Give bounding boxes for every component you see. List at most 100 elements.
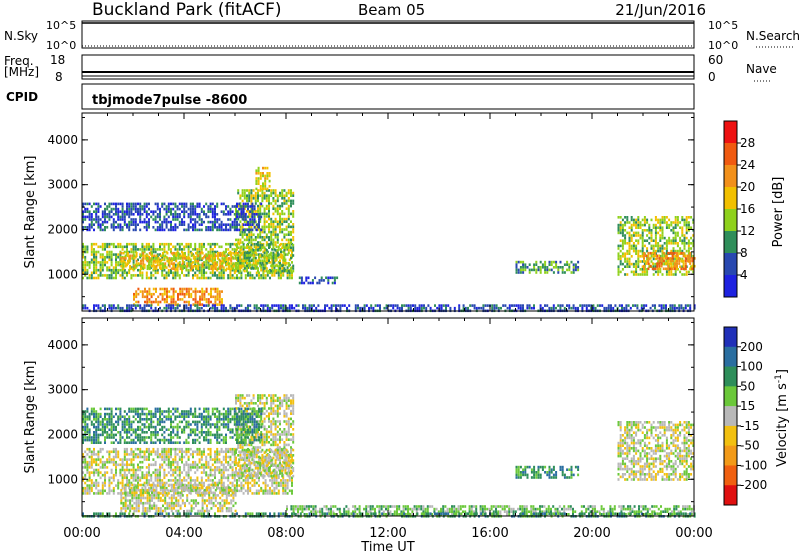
power-cell — [122, 264, 125, 268]
power-cell — [683, 221, 686, 224]
power-cell — [621, 229, 624, 232]
power-cell — [607, 306, 610, 310]
power-cell — [690, 247, 693, 250]
velocity-cell — [154, 468, 157, 472]
power-cell — [624, 216, 627, 219]
power-ytick-label: 1000 — [47, 267, 78, 281]
velocity-cell — [115, 447, 117, 451]
power-cell — [146, 298, 149, 301]
power-cell — [254, 251, 257, 255]
power-cell — [220, 268, 223, 272]
power-cell — [145, 271, 148, 275]
power-cell — [418, 306, 421, 310]
power-cell — [115, 220, 117, 224]
power-cell — [251, 250, 254, 254]
power-cell — [656, 267, 659, 271]
power-cell — [214, 300, 217, 304]
power-cell — [329, 276, 332, 280]
power-cell — [287, 238, 290, 242]
velocity-cell — [222, 450, 225, 454]
power-cell — [264, 187, 267, 191]
power-cell — [227, 248, 230, 251]
power-cell — [187, 306, 190, 310]
power-cell — [318, 281, 321, 285]
power-cell — [678, 257, 681, 260]
power-cell — [121, 215, 124, 219]
power-cell — [101, 223, 104, 226]
velocity-cell — [280, 484, 282, 487]
power-cell — [659, 270, 662, 274]
power-cell — [261, 230, 264, 234]
power-cell — [669, 267, 672, 271]
power-cell — [132, 304, 135, 307]
power-cell — [287, 230, 290, 234]
power-cell — [659, 229, 662, 232]
power-cell — [269, 306, 271, 310]
power-cell — [659, 247, 662, 250]
velocity-cell — [139, 466, 142, 469]
power-cell — [126, 210, 128, 213]
power-cell — [110, 271, 113, 275]
freq-strip: Freq. [MHz] 18 8 60 0 Nave — [4, 53, 777, 84]
power-cell — [255, 228, 258, 232]
power-cell — [167, 215, 170, 219]
velocity-cell — [262, 481, 265, 485]
power-cell — [315, 306, 318, 310]
power-cell — [493, 304, 496, 307]
power-cell — [243, 254, 246, 257]
power-cell — [198, 263, 201, 267]
power-cell — [236, 220, 238, 224]
power-cell — [259, 243, 262, 247]
power-cell — [617, 247, 620, 250]
velocity-cell — [142, 488, 145, 492]
power-cell — [219, 267, 222, 271]
power-cell — [236, 210, 238, 213]
power-cell — [135, 254, 138, 258]
velocity-cell — [218, 460, 221, 464]
power-cell — [681, 249, 684, 253]
velocity-cell — [187, 484, 190, 487]
power-cell — [649, 264, 652, 268]
velocity-cell — [108, 455, 111, 459]
velocity-cell — [207, 447, 210, 451]
power-cell — [679, 270, 682, 274]
power-cell — [117, 245, 120, 249]
velocity-cell — [178, 450, 181, 454]
power-cell — [420, 304, 423, 307]
velocity-cell — [145, 455, 148, 459]
velocity-cell — [137, 447, 139, 451]
velocity-cell — [126, 491, 129, 495]
power-cell — [685, 226, 688, 229]
velocity-cell — [135, 499, 138, 502]
velocity-cell — [187, 458, 190, 461]
power-cell — [261, 197, 264, 200]
velocity-cell — [189, 492, 192, 495]
power-cell — [194, 205, 197, 208]
power-cell — [121, 276, 124, 280]
power-cell — [159, 223, 161, 226]
power-cell — [181, 251, 184, 255]
power-cell — [86, 250, 89, 254]
power-cell — [123, 245, 126, 249]
velocity-cell — [209, 473, 212, 477]
velocity-cell — [192, 466, 194, 469]
power-cell — [257, 177, 260, 180]
power-cell — [292, 243, 295, 247]
power-cell — [282, 261, 285, 264]
power-cell — [287, 197, 290, 200]
power-cell — [214, 245, 216, 249]
power-cell — [97, 276, 100, 280]
power-cell — [222, 276, 225, 280]
power-cell — [242, 205, 245, 208]
power-cell — [357, 306, 359, 310]
power-cell — [272, 262, 275, 265]
power-cell — [95, 268, 98, 272]
power-cell — [261, 259, 264, 262]
velocity-cell — [86, 447, 89, 451]
power-cell — [680, 306, 683, 310]
velocity-cell — [187, 455, 190, 459]
power-cell — [281, 204, 284, 208]
velocity-cell — [231, 450, 234, 454]
